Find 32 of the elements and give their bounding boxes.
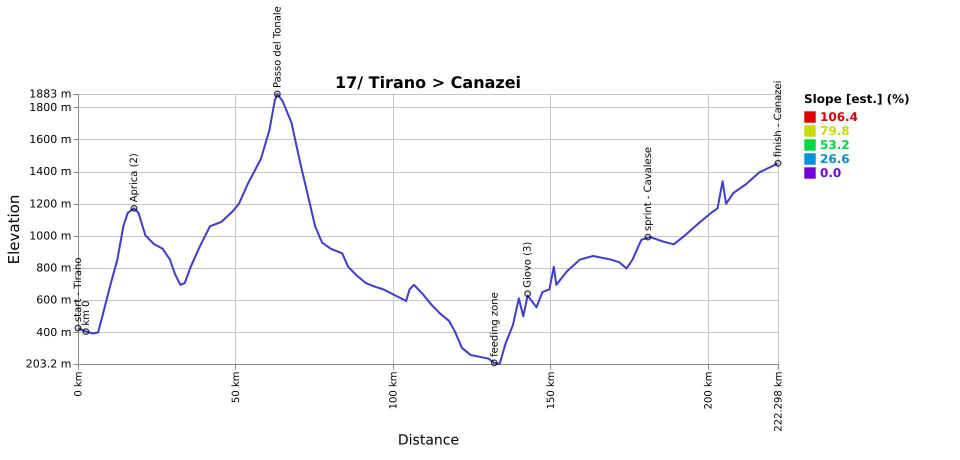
annotation: Giovo (3) bbox=[522, 242, 534, 288]
x-tick-label: 0 km bbox=[74, 372, 84, 397]
color-bar-label: 0.0 bbox=[820, 166, 842, 180]
x-axis-title: Distance bbox=[398, 432, 460, 449]
y-tick-label: 1883 m bbox=[29, 88, 72, 100]
annotation: Aprica (2) bbox=[129, 153, 140, 202]
x-tick-label: 150 km bbox=[546, 372, 557, 410]
annotation: feeding zone bbox=[489, 292, 500, 357]
y-tick-label: 1400 m bbox=[29, 165, 72, 178]
y-tick-label: 800 m bbox=[36, 262, 72, 275]
chart-title: 17/ Tirano > Canazei bbox=[334, 73, 522, 92]
color-bar-label: 53.2 bbox=[820, 138, 850, 152]
x-tick-label: 222.298 km bbox=[774, 372, 784, 432]
color-bar-title: Slope [est.] (%) bbox=[804, 92, 910, 106]
annotation: Passo del Tonale bbox=[272, 6, 284, 88]
x-tick-label: 100 km bbox=[388, 372, 400, 410]
y-tick-label: 600 m bbox=[36, 294, 72, 307]
y-tick-label: 400 m bbox=[36, 326, 72, 339]
y-tick-label: 1800 m bbox=[29, 100, 72, 114]
color-bar-label: 26.6 bbox=[820, 152, 850, 166]
x-tick-label: 200 km bbox=[703, 372, 714, 410]
annotation: sprint - Cavalese bbox=[642, 146, 654, 232]
annotation: km 0 bbox=[80, 300, 92, 326]
color-bar-label: 106.4 bbox=[820, 110, 858, 124]
y-tick-label: 203.2 m bbox=[26, 358, 72, 370]
y-tick-label: 1600 m bbox=[29, 132, 72, 146]
x-tick-label: 50 km bbox=[230, 372, 242, 403]
y-tick-label: 1000 m bbox=[29, 229, 72, 242]
color-bar-label: 79.8 bbox=[820, 124, 850, 138]
annotation: finish - Canazei bbox=[773, 80, 784, 158]
y-axis-title: Elevation bbox=[4, 194, 23, 264]
y-tick-label: 1200 m bbox=[29, 197, 72, 210]
